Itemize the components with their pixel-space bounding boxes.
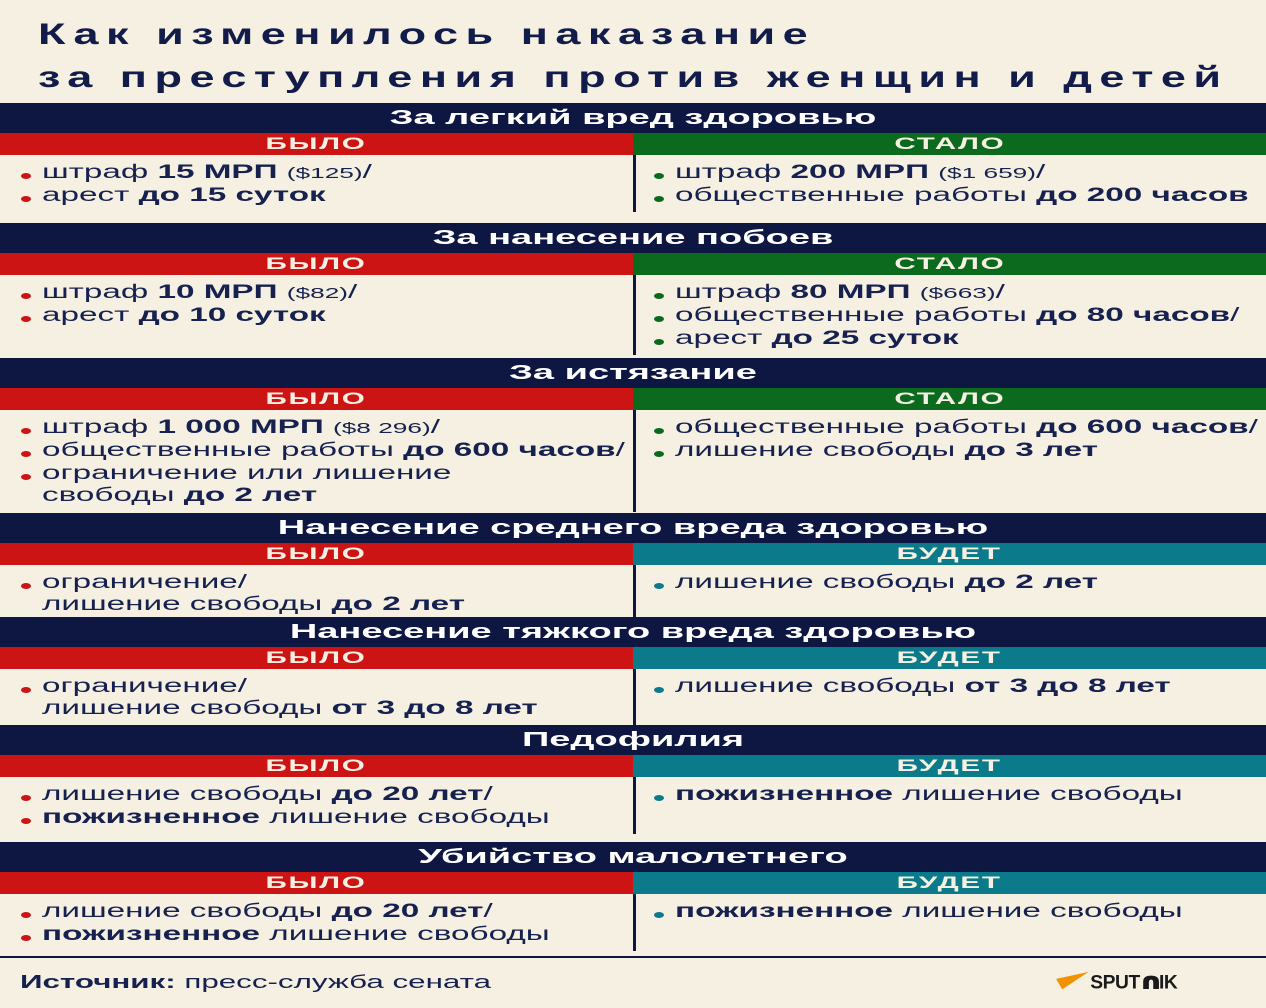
svg-text:IK: IK xyxy=(1159,973,1178,993)
svg-text:SPUT: SPUT xyxy=(1090,973,1140,993)
